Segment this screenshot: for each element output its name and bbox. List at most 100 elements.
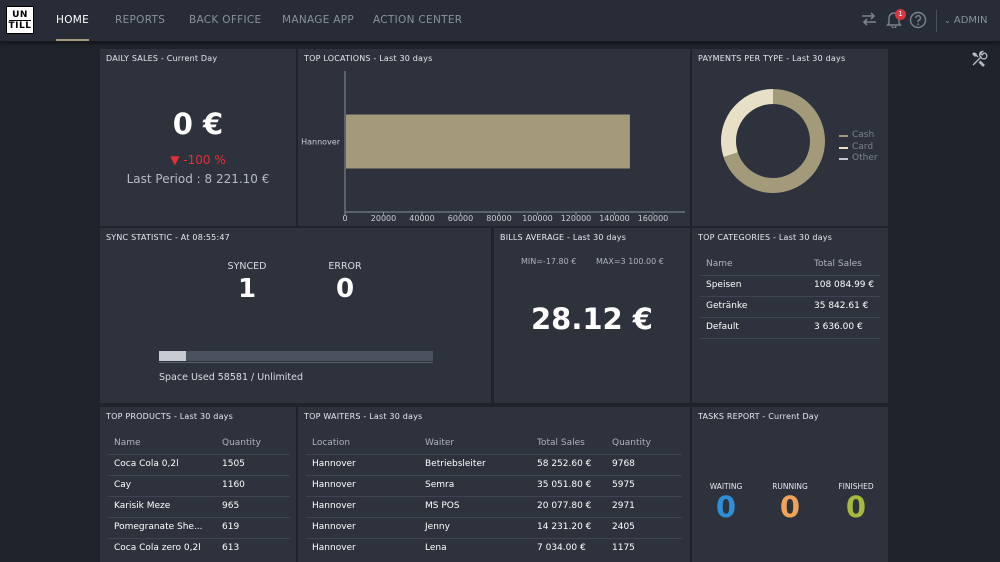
table-row[interactable]: Coca Cola 0,2l 1505	[108, 454, 290, 476]
top-waiters-title: TOP WAITERS - Last 30 days	[304, 412, 423, 421]
daily-sales-last-period: Last Period : 8 221.10 €	[126, 172, 270, 186]
x-tick-label: 140000	[599, 214, 630, 223]
legend-cash-label: Cash	[852, 130, 875, 140]
category-name: Getränke	[706, 301, 748, 311]
progress-underline	[159, 362, 433, 363]
legend-cash[interactable]: Cash	[839, 130, 878, 142]
x-tick-label: 80000	[486, 214, 511, 223]
synced-value: 1	[237, 274, 257, 304]
table-header: Name Total Sales	[700, 254, 880, 276]
legend-card-label: Card	[852, 141, 874, 152]
space-used-text: Space Used 58581 / Unlimited	[159, 372, 303, 383]
untill-logo[interactable]: UN TILL	[6, 6, 34, 34]
x-tick-label: 100000	[522, 214, 553, 223]
slice-cash[interactable]	[723, 89, 825, 194]
task-waiting-label: WAITING	[709, 482, 743, 491]
x-tick-label: 60000	[448, 214, 473, 223]
task-finished-label: FINISHED	[838, 482, 874, 491]
daily-sales-change: ▼ -100 %	[170, 153, 226, 167]
bills-min: MIN=-17.80 €	[521, 257, 577, 266]
table-row[interactable]: Hannover Semra 35 051.80 € 5975	[306, 475, 682, 497]
logo-line-2: TILL	[8, 19, 32, 31]
category-total: 3 636.00 €	[814, 322, 863, 332]
daily-sales-title: DAILY SALES - Current Day	[106, 54, 218, 63]
table-row[interactable]: Hannover Lena 7 034.00 € 1175	[306, 538, 682, 559]
column-header-quantity: Quantity	[612, 438, 651, 448]
category-name: Speisen	[706, 280, 742, 290]
tasks-title: TASKS REPORT - Current Day	[698, 412, 819, 421]
help-icon[interactable]	[909, 11, 927, 33]
sync-arrows-icon[interactable]	[860, 11, 878, 31]
x-tick-label: 160000	[638, 214, 669, 223]
table-row[interactable]: Pomegranate She... 619	[108, 517, 290, 539]
tasks-report-panel: TASKS REPORT - Current Day WAITING 0 RUN…	[692, 407, 888, 562]
nav-action-center[interactable]: ACTION CENTER	[373, 14, 463, 26]
user-name: ADMIN	[953, 15, 988, 26]
table-row[interactable]: Cay 1160	[108, 475, 290, 497]
chevron-down-icon: ⌄	[944, 16, 951, 25]
nav-manage-app[interactable]: MANAGE APP	[282, 14, 355, 26]
waiter-total: 7 034.00 €	[537, 543, 586, 553]
x-tick-label: 0	[342, 214, 347, 223]
table-row[interactable]: Speisen 108 084.99 €	[700, 275, 880, 297]
waiter-location: Hannover	[312, 459, 356, 469]
product-quantity: 619	[222, 522, 240, 532]
top-locations-title: TOP LOCATIONS - Last 30 days	[304, 54, 433, 63]
waiter-total: 58 252.60 €	[537, 459, 592, 469]
slice-card[interactable]	[721, 89, 773, 158]
task-waiting-value[interactable]: 0	[715, 490, 737, 524]
top-products-panel: TOP PRODUCTS - Last 30 days Name Quantit…	[100, 407, 296, 562]
product-name: Coca Cola 0,2l	[114, 459, 179, 469]
daily-sales-value: 0 €	[172, 107, 224, 141]
waiter-name: MS POS	[425, 501, 460, 511]
legend-card[interactable]: Card	[839, 142, 878, 154]
table-row[interactable]: Coca Cola zero 0,2l 613	[108, 538, 290, 559]
bills-max: MAX=3 100.00 €	[596, 257, 664, 266]
nav-reports[interactable]: REPORTS	[115, 14, 166, 26]
nav-back-office[interactable]: BACK OFFICE	[189, 14, 262, 26]
user-menu[interactable]: ⌄ ADMIN	[944, 0, 988, 41]
task-running-label: RUNNING	[772, 482, 808, 491]
x-tick-label: 40000	[409, 214, 434, 223]
table-row[interactable]: Getränke 35 842.61 €	[700, 296, 880, 318]
synced-label: SYNCED	[227, 261, 267, 272]
bar-hannover[interactable]	[346, 114, 630, 169]
waiter-location: Hannover	[312, 543, 356, 553]
task-finished-value[interactable]: 0	[845, 490, 867, 524]
column-header-name: Name	[114, 438, 141, 448]
column-header-waiter: Waiter	[425, 438, 455, 448]
payments-title: PAYMENTS PER TYPE - Last 30 days	[698, 54, 846, 63]
sync-statistic-panel: SYNC STATISTIC - At 08:55:47 SYNCED 1 ER…	[100, 228, 491, 403]
task-running-value[interactable]: 0	[779, 490, 801, 524]
waiter-location: Hannover	[312, 501, 356, 511]
top-products-title: TOP PRODUCTS - Last 30 days	[106, 412, 233, 421]
column-header-total-sales: Total Sales	[814, 259, 862, 269]
error-label: ERROR	[328, 261, 362, 272]
top-waiters-panel: TOP WAITERS - Last 30 days Location Wait…	[298, 407, 690, 562]
bills-average-panel: BILLS AVERAGE - Last 30 days MIN=-17.80 …	[494, 228, 690, 403]
waiter-quantity: 2971	[612, 501, 635, 511]
waiter-total: 14 231.20 €	[537, 522, 592, 532]
top-categories-title: TOP CATEGORIES - Last 30 days	[698, 233, 833, 242]
table-row[interactable]: Hannover Betriebsleiter 58 252.60 € 9768	[306, 454, 682, 476]
column-header-total-sales: Total Sales	[537, 438, 585, 448]
tools-icon[interactable]	[970, 50, 988, 72]
waiter-name: Jenny	[425, 522, 450, 532]
column-header-quantity: Quantity	[222, 438, 261, 448]
nav-home[interactable]: HOME	[56, 0, 90, 41]
table-row[interactable]: Hannover Jenny 14 231.20 € 2405	[306, 517, 682, 539]
waiter-name: Lena	[425, 543, 447, 553]
category-name: Default	[706, 322, 739, 332]
legend-other[interactable]: Other	[839, 153, 878, 165]
payments-legend: Cash Card Other	[839, 130, 878, 165]
bills-title: BILLS AVERAGE - Last 30 days	[500, 233, 627, 242]
table-header: Location Waiter Total Sales Quantity	[306, 433, 682, 455]
waiter-name: Semra	[425, 480, 455, 490]
table-row[interactable]: Hannover MS POS 20 077.80 € 2971	[306, 496, 682, 518]
waiter-name: Betriebsleiter	[425, 459, 486, 469]
product-quantity: 1505	[222, 459, 245, 469]
table-row[interactable]: Karisik Meze 965	[108, 496, 290, 518]
table-row[interactable]: Default 3 636.00 €	[700, 317, 880, 339]
space-progress-bar	[159, 351, 433, 361]
waiter-quantity: 2405	[612, 522, 635, 532]
